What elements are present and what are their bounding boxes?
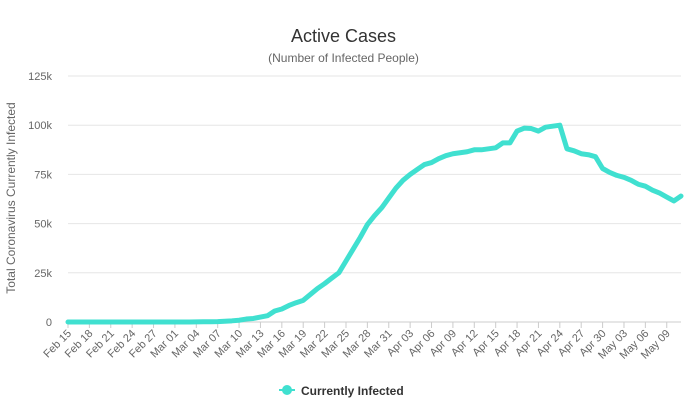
- y-tick-label: 125k: [28, 71, 52, 83]
- chart-subtitle: (Number of Infected People): [268, 51, 419, 65]
- legend-symbol-marker: [282, 385, 292, 395]
- y-axis-label: Total Coronavirus Currently Infected: [4, 102, 18, 293]
- y-tick-label: 100k: [28, 120, 52, 132]
- y-tick-label: 75k: [34, 169, 52, 181]
- series-layer: [65, 122, 684, 325]
- legend[interactable]: Currently Infected: [279, 384, 404, 398]
- y-axis: 0 25k 50k 75k 100k 125k: [28, 71, 52, 329]
- legend-item-currently-infected: Currently Infected: [301, 384, 404, 398]
- y-tick-label: 25k: [34, 268, 52, 280]
- y-tick-label: 50k: [34, 219, 52, 231]
- chart-title: Active Cases: [291, 26, 396, 46]
- y-tick-label: 0: [46, 317, 52, 329]
- grid: [68, 75, 681, 323]
